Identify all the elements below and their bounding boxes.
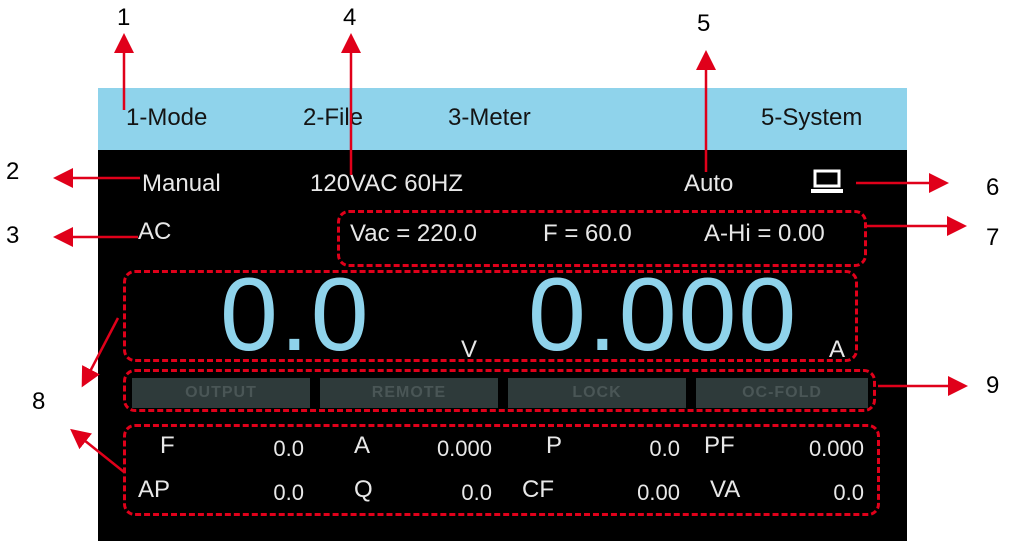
meas-value-p: 0.0 bbox=[649, 436, 680, 461]
meas-label-pf: PF bbox=[704, 432, 735, 459]
callout-3: 3 bbox=[6, 222, 20, 249]
callout-6: 6 bbox=[986, 174, 1000, 201]
meas-value-ap: 0.0 bbox=[273, 480, 304, 505]
meas-label-a: A bbox=[354, 432, 371, 459]
indicator-oc-fold: OC-FOLD bbox=[696, 378, 868, 408]
annotation-box-measurements bbox=[123, 424, 880, 516]
annotation-box-readout bbox=[123, 270, 858, 362]
mode-status: Manual bbox=[142, 170, 221, 197]
callout-5: 5 bbox=[697, 10, 711, 37]
coupling-status: AC bbox=[138, 218, 172, 245]
menu-bar: 1-Mode 2-File 3-Meter 5-System bbox=[98, 88, 907, 150]
callout-2: 2 bbox=[6, 158, 20, 185]
meas-value-q: 0.0 bbox=[461, 480, 492, 505]
range-status: 120VAC 60HZ bbox=[310, 170, 463, 197]
menu-item-file[interactable]: 2-File bbox=[303, 104, 364, 131]
indicator-output: OUTPUT bbox=[132, 378, 310, 408]
menu-item-system[interactable]: 5-System bbox=[761, 104, 863, 131]
annotation-box-settings bbox=[337, 210, 867, 267]
indicator-remote: REMOTE bbox=[320, 378, 498, 408]
annotation-box-indicators bbox=[123, 369, 876, 412]
meas-label-p: P bbox=[546, 432, 563, 459]
meas-value-va: 0.0 bbox=[833, 480, 864, 505]
callout-4: 4 bbox=[343, 4, 357, 31]
meas-value-a: 0.000 bbox=[436, 436, 492, 461]
setting-vac: Vac = 220.0 bbox=[350, 220, 477, 247]
setting-a-hi: A-Hi = 0.00 bbox=[704, 220, 825, 247]
meas-label-f: F bbox=[160, 432, 175, 459]
meas-value-pf: 0.000 bbox=[808, 436, 864, 461]
meas-value-cf: 0.00 bbox=[637, 480, 680, 505]
voltage-readout: 0.0 bbox=[220, 257, 371, 373]
device-screen: 1-Mode 2-File 3-Meter 5-System Manual 12… bbox=[98, 88, 907, 541]
indicator-lock: LOCK bbox=[508, 378, 686, 408]
sense-status: Auto bbox=[684, 170, 734, 197]
meas-label-va: VA bbox=[710, 476, 741, 503]
meas-label-ap: AP bbox=[138, 476, 171, 503]
callout-9: 9 bbox=[986, 372, 1000, 399]
menu-item-mode[interactable]: 1-Mode bbox=[126, 104, 208, 131]
setting-frequency: F = 60.0 bbox=[543, 220, 632, 247]
meas-label-q: Q bbox=[354, 476, 373, 503]
voltage-unit: V bbox=[461, 336, 478, 363]
meas-label-cf: CF bbox=[522, 476, 554, 503]
current-readout: 0.000 bbox=[528, 257, 799, 373]
callout-7: 7 bbox=[986, 224, 1000, 251]
current-unit: A bbox=[829, 336, 846, 363]
callout-8: 8 bbox=[32, 388, 46, 415]
callout-1: 1 bbox=[117, 4, 131, 31]
meas-value-f: 0.0 bbox=[273, 436, 304, 461]
laptop-icon bbox=[810, 168, 844, 196]
menu-item-meter[interactable]: 3-Meter bbox=[448, 104, 531, 131]
